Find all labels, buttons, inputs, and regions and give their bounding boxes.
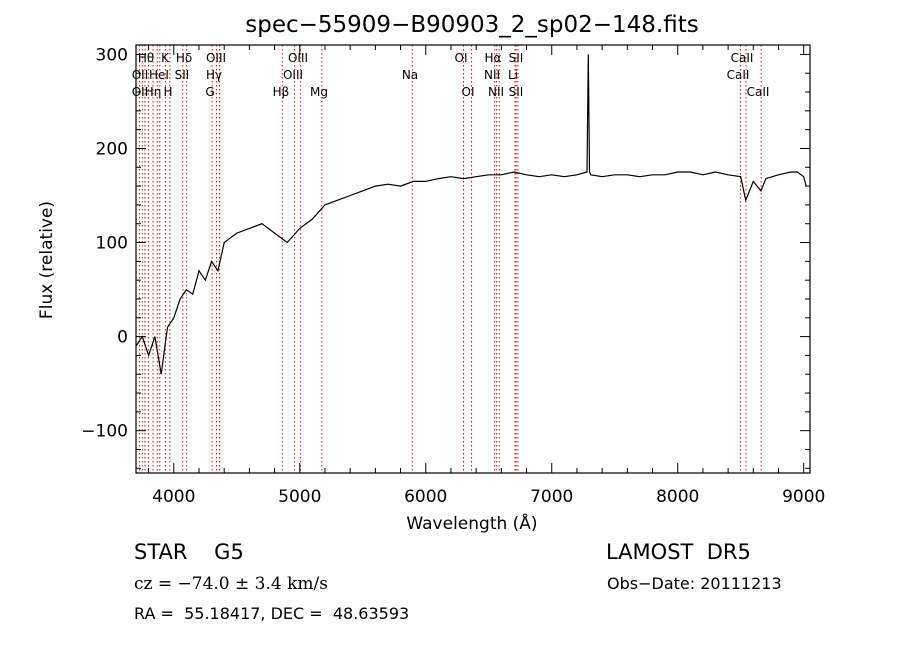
redshift-text: cz = −74.0 ± 3.4 km/s [134,574,328,594]
x-tick-label: 5000 [278,487,321,507]
y-tick-label: −100 [81,422,128,442]
x-tick-label: 4000 [152,487,195,507]
x-tick-label: 7000 [530,487,573,507]
y-axis-ticks: −100 0 100 200 300 [81,45,810,469]
spectral-line-label: OIII [206,51,226,65]
spectral-line-label: Hη [145,85,162,99]
spectral-line-label: Li [508,68,518,82]
spectral-line-label: G [205,85,214,99]
object-type: STAR G5 [134,540,244,564]
spectrum-series-line [135,54,807,375]
plot-frame [135,44,811,474]
y-axis-label: Flux (relative) [37,201,57,319]
spectral-line-label: Hθ [138,51,154,65]
y-tick-label: 0 [117,328,128,348]
spectral-line-label: OI [455,51,468,65]
spectral-line-label: CaII [731,51,754,65]
spectral-line-label: CaII [747,85,770,99]
x-axis-ticks: 4000 5000 6000 7000 8000 9000 [148,45,825,507]
x-tick-label: 9000 [782,487,825,507]
spectral-line-label: K [161,51,170,65]
spectral-line-labels: Hθ K Hδ OIII OIII OI Hα SII CaII OII HeI SII Hγ OIII N… [132,51,770,99]
spectral-line-label: SII [175,68,190,82]
chart-title: spec−55909−B90903_2_sp02−148.fits [245,12,699,38]
spectral-line-label: OIII [283,68,303,82]
y-tick-label: 200 [96,139,128,159]
spectral-line-label: NII [484,68,500,82]
spectral-line-label: OIII [288,51,308,65]
spectral-line-label: Hδ [176,51,192,65]
spectral-line-label: SII [509,85,524,99]
spectral-line-label: Hγ [206,68,222,82]
spectral-line-label: OII [132,68,149,82]
coordinates: RA = 55.18417, DEC = 48.63593 [134,604,410,623]
spectral-line-label: HeI [149,68,169,82]
spectral-line-label: Hβ [273,85,290,99]
spectral-line-label: SII [509,51,524,65]
y-tick-label: 300 [96,45,128,65]
spectral-line-label: OI [462,85,475,99]
x-tick-label: 6000 [404,487,447,507]
spectral-line-label: H [163,85,172,99]
x-tick-label: 8000 [656,487,699,507]
spectral-line-label: Na [402,68,418,82]
y-tick-label: 100 [96,234,128,254]
survey-name: LAMOST DR5 [606,540,751,564]
obs-date: Obs−Date: 20111213 [607,574,782,593]
spectral-line-label: Hα [485,51,502,65]
x-axis-label: Wavelength (Å) [406,512,537,534]
spectral-line-label: CaII [727,68,750,82]
spectral-line-markers [138,45,762,473]
spectral-line-label: Mg [310,85,328,99]
spectral-line-label: NII [488,85,504,99]
